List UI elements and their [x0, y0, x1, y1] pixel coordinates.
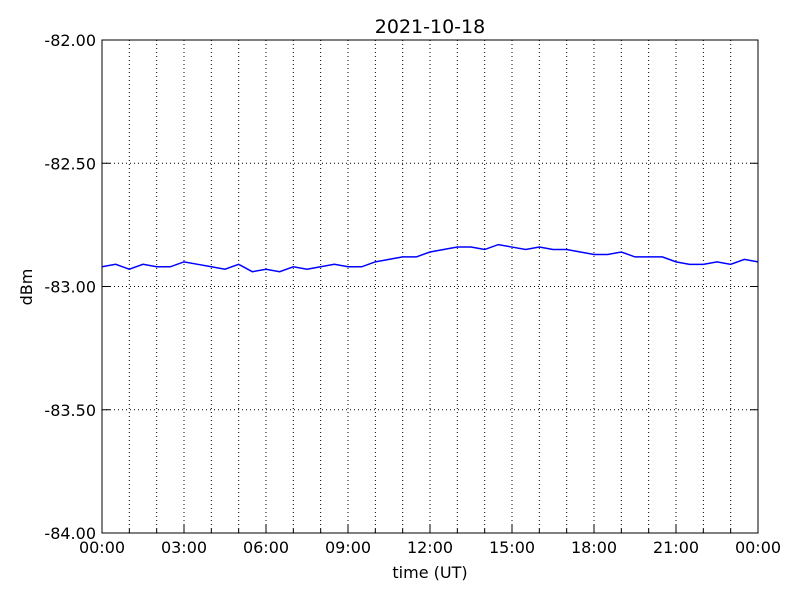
- x-tick-label: 15:00: [489, 538, 535, 557]
- x-tick-label: 00:00: [735, 538, 781, 557]
- y-tick-label: -83.50: [44, 401, 96, 420]
- y-axis-label: dBm: [17, 269, 36, 306]
- x-tick-label: 09:00: [325, 538, 371, 557]
- x-tick-label: 00:00: [79, 538, 125, 557]
- plot-frame: [101, 39, 759, 534]
- y-tick-label: -82.00: [44, 31, 96, 50]
- y-tick-label: -82.50: [44, 154, 96, 173]
- chart-title: 2021-10-18: [375, 16, 485, 38]
- x-axis-label: time (UT): [392, 563, 467, 582]
- data-line: [101, 243, 759, 273]
- y-tick-label: -84.00: [44, 524, 96, 543]
- x-tick-label: 18:00: [571, 538, 617, 557]
- x-tick-label: 21:00: [653, 538, 699, 557]
- x-tick-label: 12:00: [407, 538, 453, 557]
- y-tick-label: -83.00: [44, 278, 96, 297]
- x-tick-label: 03:00: [161, 538, 207, 557]
- x-tick-label: 06:00: [243, 538, 289, 557]
